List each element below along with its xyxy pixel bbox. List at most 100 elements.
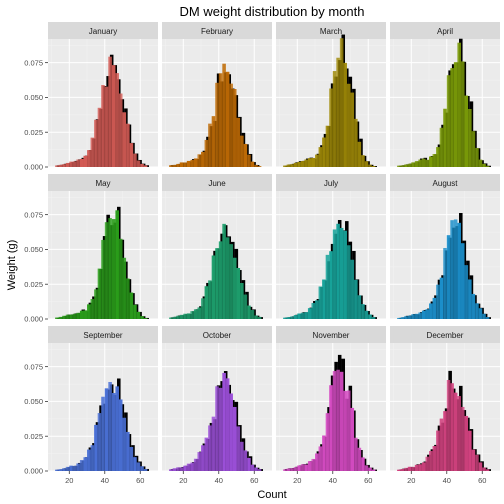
facet-strip-label: February <box>201 27 233 36</box>
facet-panels: January February March April May June July Augu… <box>48 22 500 472</box>
histogram-bar <box>118 238 123 319</box>
histogram-bar <box>322 137 326 167</box>
histogram-bar <box>229 393 233 471</box>
histogram-bar <box>172 316 177 319</box>
facet-panel: June <box>162 174 272 320</box>
facet-strip-label: May <box>95 179 110 188</box>
histogram-bar <box>485 469 490 471</box>
histogram-bar <box>350 92 355 167</box>
histogram-bar <box>368 467 372 471</box>
histogram-bar <box>283 165 287 167</box>
facet-panel: July <box>276 174 386 320</box>
histogram-bar <box>436 430 440 471</box>
histogram-bar <box>254 467 258 471</box>
histogram-bar <box>432 446 437 471</box>
histogram-bar <box>315 154 319 167</box>
histogram-bar <box>222 63 226 167</box>
histogram-bar <box>236 426 241 471</box>
histogram-bar <box>485 317 490 319</box>
histogram-bar <box>293 315 298 319</box>
x-tick-label: 20 <box>65 476 73 485</box>
histogram-bar <box>90 137 95 167</box>
histogram-bar <box>471 131 476 167</box>
histogram-bar <box>122 112 127 167</box>
histogram-bar <box>225 71 230 167</box>
histogram-bar <box>439 418 444 471</box>
histogram-bar <box>97 268 102 319</box>
histogram-bar <box>453 219 458 319</box>
histogram-bar <box>94 424 98 471</box>
histogram-bar <box>460 406 465 471</box>
histogram-bar <box>397 165 401 167</box>
month-series <box>55 381 148 471</box>
month-series <box>169 372 262 471</box>
histogram-bar <box>343 62 347 167</box>
histogram-bar <box>176 315 180 319</box>
histogram-bar <box>443 247 447 319</box>
histogram-bar <box>346 245 351 319</box>
histogram-bar <box>58 469 63 471</box>
histogram-bar <box>208 425 212 471</box>
facet-strip-label: October <box>203 331 232 340</box>
histogram-bar <box>293 162 298 167</box>
histogram-bar <box>65 162 70 167</box>
facet-strip <box>390 326 500 343</box>
facet-panel: August <box>390 174 500 320</box>
x-tick-label: 20 <box>293 476 301 485</box>
facet-strip <box>276 174 386 191</box>
histogram-bar <box>129 143 134 167</box>
histogram-bar <box>76 159 80 167</box>
histogram-bar <box>55 165 59 167</box>
histogram-bar <box>418 464 422 471</box>
histogram-bar <box>197 452 202 471</box>
y-axis-title: Weight (g) <box>6 240 18 291</box>
histogram-bar <box>83 310 88 319</box>
histogram-bar <box>450 68 454 167</box>
histogram-bar <box>101 239 105 319</box>
month-series <box>169 63 262 167</box>
histogram-bar <box>186 160 191 167</box>
y-tick-label: 0.025 <box>24 128 43 137</box>
facet-strip-label: March <box>320 27 342 36</box>
x-tick-label: 60 <box>364 476 372 485</box>
y-tick-label: 0.050 <box>24 397 43 406</box>
histogram-bar <box>283 317 287 319</box>
histogram-bar <box>460 61 465 168</box>
histogram-bar <box>478 159 483 167</box>
histogram-bar <box>350 259 355 319</box>
x-tick-label: 40 <box>101 476 109 485</box>
histogram-bar <box>247 457 251 471</box>
histogram-bar <box>414 161 419 167</box>
histogram-bar <box>293 467 298 471</box>
histogram-bar <box>364 310 369 319</box>
histogram-bar <box>425 309 430 319</box>
histogram-bar <box>133 304 137 319</box>
histogram-bar <box>357 295 362 319</box>
histogram-bar <box>443 108 447 167</box>
histogram-bar <box>122 417 127 471</box>
histogram-bar <box>361 304 365 319</box>
histogram-bar <box>304 312 308 319</box>
histogram-bar <box>482 467 486 471</box>
histogram-bar <box>468 279 472 319</box>
x-tick-label: 40 <box>443 476 451 485</box>
histogram-bar <box>169 165 173 167</box>
histogram-bar <box>76 312 80 319</box>
histogram-bar <box>364 161 369 167</box>
month-series <box>283 223 376 319</box>
histogram-bar <box>79 158 84 167</box>
histogram-bar <box>286 317 291 319</box>
y-tick-label: 0.000 <box>24 467 43 476</box>
histogram-bar <box>425 159 430 167</box>
histogram-bar <box>322 279 326 319</box>
histogram-bar <box>97 413 102 471</box>
histogram-bar <box>225 378 230 471</box>
histogram-bar <box>243 450 248 471</box>
histogram-bar <box>183 162 187 167</box>
histogram-bar <box>407 315 412 319</box>
histogram-bar <box>126 278 130 319</box>
histogram-bar <box>208 280 212 319</box>
histogram-bar <box>65 314 70 319</box>
histogram-bar <box>407 466 412 471</box>
histogram-bar <box>346 83 351 167</box>
